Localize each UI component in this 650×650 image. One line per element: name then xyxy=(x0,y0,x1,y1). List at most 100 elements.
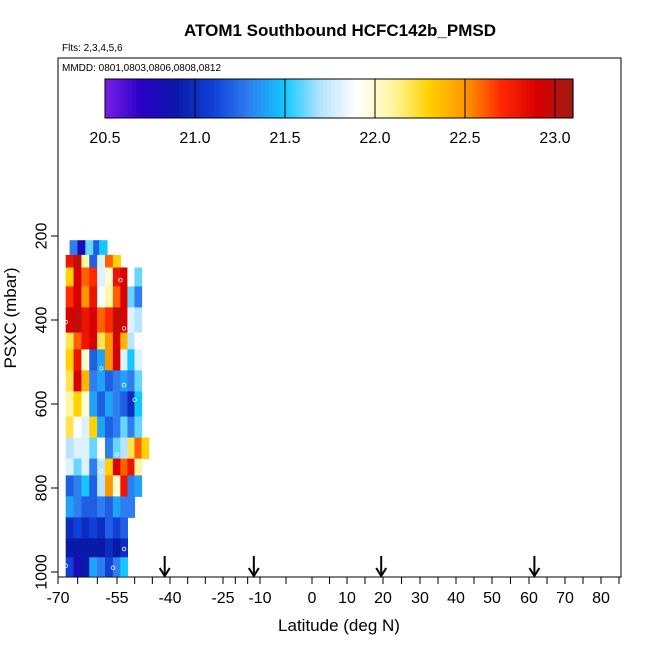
heatmap-cell xyxy=(112,267,121,287)
sample-point xyxy=(132,397,137,402)
heatmap-cell xyxy=(81,370,90,392)
heatmap-cell xyxy=(89,538,98,558)
colorbar-segment xyxy=(331,79,336,118)
colorbar-tick-label: 21.5 xyxy=(269,130,300,147)
colorbar-segment xyxy=(264,79,270,118)
colorbar-segment xyxy=(225,79,231,118)
heatmap-cell xyxy=(97,286,106,308)
x-tick-label: 80 xyxy=(592,590,610,607)
x-tick-label: 40 xyxy=(447,590,465,607)
colorbar-segment xyxy=(296,79,301,118)
colorbar-segment xyxy=(124,79,129,118)
colorbar-segment xyxy=(292,79,297,118)
colorbar-segment xyxy=(530,79,535,118)
heatmap-cell xyxy=(112,391,121,418)
heatmap-cell xyxy=(105,557,114,577)
heatmap-cell xyxy=(127,475,136,497)
colorbar-segment xyxy=(502,79,508,118)
colorbar-segment xyxy=(183,79,188,118)
colorbar-segment xyxy=(456,79,461,118)
sample-point xyxy=(106,271,112,276)
colorbar-segment xyxy=(514,79,519,118)
colorbar-segment xyxy=(319,79,324,118)
sample-points xyxy=(63,271,137,570)
colorbar-segment xyxy=(526,79,531,118)
x-tick-label: 10 xyxy=(338,590,356,607)
heatmap-cell xyxy=(89,254,98,268)
colorbar-segment xyxy=(413,79,418,118)
heatmap-cell xyxy=(105,254,114,268)
colorbar-segment xyxy=(541,79,547,118)
flight-marker-head xyxy=(247,567,260,578)
colorbar-segment xyxy=(452,79,457,118)
colorbar-segment xyxy=(487,79,492,118)
heatmap-cell xyxy=(120,267,128,287)
heatmap-cell xyxy=(81,458,90,476)
heatmap-cell xyxy=(73,267,82,287)
heatmap-cell xyxy=(85,240,94,256)
colorbar-segment xyxy=(116,79,122,118)
heatmap-cell xyxy=(120,349,128,371)
heatmap-cell xyxy=(97,517,106,539)
x-tick-label: -70 xyxy=(46,590,69,607)
heatmap-cell xyxy=(89,517,98,539)
colorbar-segment xyxy=(557,79,562,118)
colorbar-segment xyxy=(483,79,488,118)
heatmap-cell xyxy=(105,307,114,334)
heatmap-cell xyxy=(112,437,121,460)
colorbar-segment xyxy=(534,79,539,118)
heatmap-cell xyxy=(89,496,98,518)
heatmap-cell xyxy=(97,349,106,371)
heatmap-cell xyxy=(73,475,82,497)
heatmap-cell xyxy=(93,240,102,256)
heatmap-cell xyxy=(105,538,114,558)
sample-point xyxy=(121,326,127,331)
colorbar-tick-label: 20.5 xyxy=(89,130,120,147)
colorbar-segment xyxy=(206,79,211,118)
colorbar-segment xyxy=(440,79,445,118)
heatmap-cell xyxy=(112,475,121,497)
heatmap-cell xyxy=(73,538,82,558)
x-axis: -70 -55 -40 -25 -10 0 10 20 30 40 50 60 70 80 xyxy=(46,577,620,607)
dates-note: MMDD: 0801,0803,0806,0808,0812 xyxy=(62,63,221,74)
heatmap-cell xyxy=(134,475,143,497)
colorbar-segment xyxy=(327,79,332,118)
heatmap-cell xyxy=(65,416,75,439)
heatmap-cell xyxy=(120,538,128,558)
colorbar-segment xyxy=(288,79,293,118)
heatmap-cell xyxy=(127,496,136,518)
colorbar-segment xyxy=(467,79,473,118)
heatmap-cell xyxy=(65,517,75,539)
heatmap-cell xyxy=(112,496,121,518)
heatmap-cell xyxy=(120,286,128,308)
colorbar-segment xyxy=(280,79,285,118)
colorbar-segment xyxy=(128,79,133,118)
colorbar-segment xyxy=(222,79,227,118)
heatmap-cells xyxy=(65,240,150,577)
heatmap-cell xyxy=(112,538,121,558)
heatmap-cell xyxy=(89,267,98,287)
colorbar-segment xyxy=(179,79,184,118)
heatmap-cell xyxy=(81,475,90,497)
colorbar-segment xyxy=(417,79,422,118)
chart-title: ATOM1 Southbound HCFC142b_PMSD xyxy=(184,21,496,40)
heatmap-cell xyxy=(127,307,136,334)
colorbar-segment xyxy=(545,79,551,118)
flight-markers xyxy=(158,556,541,578)
heatmap-cell xyxy=(120,475,128,497)
heatmap-cell xyxy=(105,496,114,518)
heatmap-cell xyxy=(97,538,106,558)
colorbar-segment xyxy=(448,79,453,118)
sample-point xyxy=(110,565,116,570)
heatmap-cell xyxy=(112,370,121,392)
heatmap-cell xyxy=(73,557,82,577)
heatmap-cell xyxy=(127,267,136,287)
colorbar-segment xyxy=(354,79,360,118)
heatmap-cell xyxy=(134,286,143,308)
colorbar-segment xyxy=(218,79,223,118)
colorbar-segment xyxy=(374,79,379,118)
colorbar-segment xyxy=(198,79,204,118)
colorbar-segment xyxy=(471,79,477,118)
heatmap-cell xyxy=(134,391,143,418)
colorbar-segment xyxy=(381,79,387,118)
